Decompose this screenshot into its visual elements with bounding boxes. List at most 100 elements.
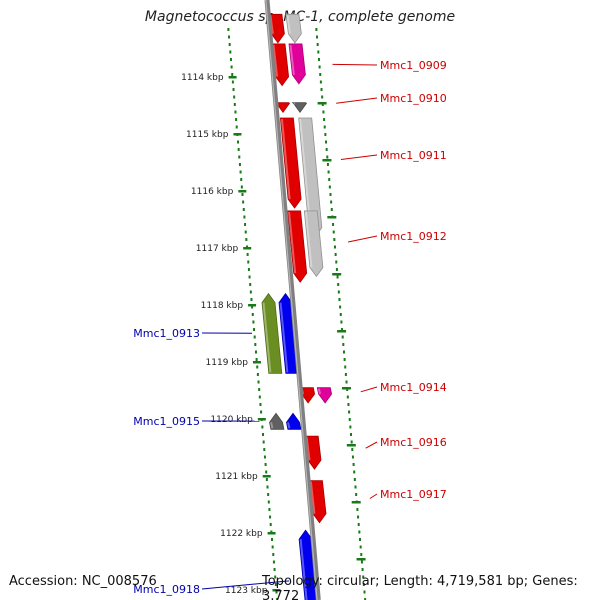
ruler-dot <box>265 478 268 481</box>
accession-text: Accession: NC_008576 <box>9 574 157 589</box>
gene-arrow-shine <box>270 422 274 429</box>
ruler-dot <box>333 238 336 241</box>
gene-label-line <box>201 580 290 590</box>
ruler-dot <box>255 358 258 361</box>
ruler-dot <box>241 193 244 196</box>
ruler-dot <box>330 200 333 204</box>
ruler-dot <box>361 568 364 571</box>
backbone-line <box>264 0 321 600</box>
ruler-dot <box>242 208 245 211</box>
tick-mark <box>262 475 271 478</box>
tick-mark <box>356 558 366 561</box>
gene-label-line <box>360 386 378 393</box>
ruler-dot <box>251 305 254 309</box>
gene-label-line <box>369 493 378 499</box>
ruler-dot <box>322 110 325 114</box>
tick-label: 1117 kbp <box>196 244 239 254</box>
gene-arrow <box>286 412 302 430</box>
ruler-dot <box>247 268 250 271</box>
tick-mark <box>322 159 332 162</box>
ruler-dot <box>350 433 353 436</box>
gene-track <box>261 13 333 600</box>
dna-backbone <box>264 0 321 600</box>
gene-arrow <box>316 387 333 404</box>
ruler-dot <box>245 238 248 241</box>
ruler-dot <box>323 125 326 129</box>
kbp-ruler: 1114 kbp 1115 kbp 1116 kbp 1117 kbp 1118 kbp… <box>181 28 367 600</box>
ruler-dot <box>247 260 250 264</box>
ruler-dot <box>258 395 261 399</box>
ruler-dot <box>317 50 320 54</box>
ruler-dot <box>315 28 318 31</box>
ruler-dot <box>333 245 336 249</box>
ruler-dot <box>340 320 343 324</box>
gene-arrow-shine <box>288 211 297 274</box>
ruler-dot <box>237 140 240 144</box>
ruler-dot <box>332 230 335 234</box>
ruler-dot <box>335 268 338 271</box>
gene-label: Mmc1_0910 <box>380 92 447 105</box>
ruler-dot <box>268 508 271 511</box>
ruler-dot <box>243 215 246 219</box>
tick-mark <box>248 304 257 307</box>
ruler-dot <box>234 110 237 114</box>
ruler-dot <box>235 118 238 121</box>
gene-labels: Mmc1_0909 Mmc1_0910 Mmc1_0911 Mmc1_0912 Mmc1… <box>133 59 447 596</box>
ruler-dot <box>317 58 320 61</box>
ruler-dot <box>257 380 260 384</box>
ruler-dot <box>330 208 333 211</box>
ruler-dot <box>267 493 270 496</box>
ruler-dot <box>256 373 259 376</box>
ruler-dot <box>267 500 270 504</box>
ruler-dot <box>364 598 367 600</box>
ruler-dot <box>350 440 353 444</box>
ruler-dot <box>324 133 327 136</box>
ruler-dot <box>231 73 234 76</box>
ruler-dot <box>272 560 275 564</box>
ruler-dot <box>339 313 342 316</box>
ruler-dot <box>251 313 254 316</box>
ruler-dot <box>231 80 234 84</box>
tick-mark <box>327 216 337 219</box>
ruler-dot <box>274 575 277 579</box>
ruler-dot <box>260 410 263 414</box>
gene-arrow <box>279 117 302 209</box>
ruler-dot <box>233 95 236 99</box>
gene-label: Mmc1_0913 <box>133 327 200 340</box>
ruler-dot <box>242 200 245 204</box>
ruler-dot <box>227 28 230 31</box>
ruler-dot <box>240 178 243 181</box>
ruler-dot <box>337 290 340 294</box>
gene-arrow-shine <box>299 539 308 600</box>
gene-label-line <box>332 63 378 66</box>
ruler-dot <box>325 140 328 144</box>
ruler-dot <box>272 553 275 556</box>
ruler-dot <box>249 283 252 286</box>
ruler-dot <box>325 148 328 151</box>
ruler-dot <box>360 553 363 556</box>
ruler-dot <box>338 298 341 301</box>
tick-mark <box>332 273 342 276</box>
ruler-dot <box>337 283 340 286</box>
ruler-dot <box>346 395 349 399</box>
ruler-dot <box>334 253 337 256</box>
ruler-dot <box>355 493 358 496</box>
ruler-dot <box>358 530 361 534</box>
ruler-dot <box>250 298 253 301</box>
tick-mark <box>351 501 361 504</box>
gene-label: Mmc1_0918 <box>133 583 200 596</box>
ruler-dot <box>342 343 345 346</box>
ruler-dot <box>328 185 331 189</box>
ruler-dot <box>344 365 347 369</box>
ruler-dot <box>320 88 323 91</box>
ruler-dot <box>232 88 235 91</box>
tick-label: 1115 kbp <box>186 130 229 140</box>
ruler-dot <box>363 590 366 594</box>
gene-label-line <box>365 441 378 449</box>
tick-label: 1114 kbp <box>181 73 224 83</box>
topology-text: Topology: circular; Length: 4,719,581 bp… <box>262 574 578 600</box>
ruler-dot <box>271 545 274 549</box>
gene-label: Mmc1_0917 <box>380 488 447 501</box>
tick-label: 1123 kbp <box>225 586 268 596</box>
